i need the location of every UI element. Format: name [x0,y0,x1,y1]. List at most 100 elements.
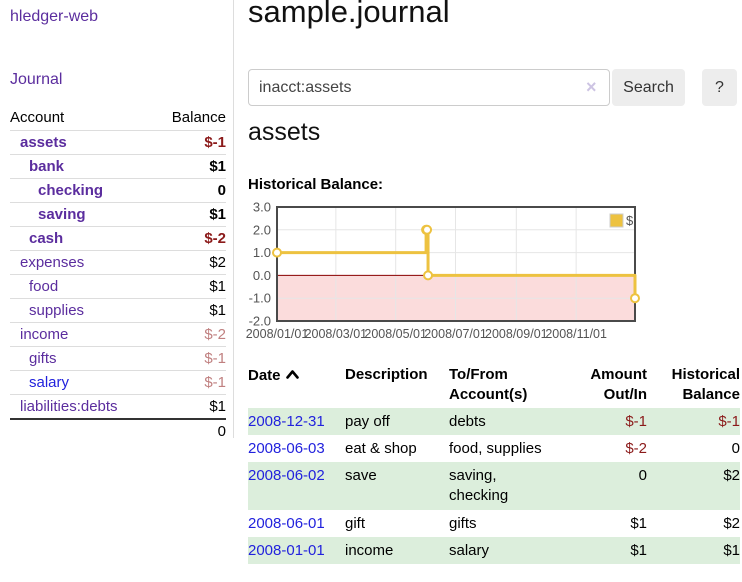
y-axis-tick-label: 1.0 [253,245,271,260]
account-row: liabilities:debts $1 [10,394,226,420]
y-axis-tick-label: 2.0 [253,222,271,237]
account-balance: $-1 [204,374,226,391]
search-button[interactable]: Search [612,69,685,106]
account-balance: $2 [209,254,226,271]
account-link-food[interactable]: food [29,278,59,295]
historical-balance-chart: 3.0 2.0 1.0 0.0 -1.0 -2.0 2008/01/01 2008/03/01… [246,200,644,345]
transaction-amount: 0 [638,467,647,484]
help-button[interactable]: ? [702,69,737,106]
search-input[interactable] [248,69,610,106]
accounts-header-balance: Balance [171,109,226,126]
transaction-accounts: gifts [449,514,477,532]
account-link-expenses[interactable]: expenses [20,254,85,271]
account-row: saving $1 [10,202,226,227]
register-row[interactable]: 2008-06-03 eat & shop food, supplies $-2 0 [248,435,740,462]
data-point-marker [272,247,282,258]
x-axis-tick-label: 2008/03/01 [305,327,368,341]
register-row[interactable]: 2008-12-31 pay off debts $-1 $-1 [248,407,740,435]
register-row[interactable]: 2008-06-01 gift gifts $1 $2 [248,510,740,537]
sort-ascending-icon [285,365,299,385]
account-link-salary[interactable]: salary [29,374,70,391]
transaction-amount: $1 [630,514,647,532]
transaction-description: income [345,541,394,559]
x-axis-tick-label: 2008/05/01 [364,327,427,341]
transaction-balance: 0 [731,439,740,457]
account-link-gifts[interactable]: gifts [29,350,57,367]
transaction-balance: $2 [723,514,740,532]
account-balance: $1 [209,158,226,175]
register-row[interactable]: 2008-01-01 income salary $1 $1 [248,536,740,564]
transaction-amount: $-2 [625,439,647,457]
sidebar-item-journal[interactable]: Journal [10,71,63,88]
account-row: checking 0 [10,178,226,203]
y-axis-tick-label: 3.0 [253,200,271,215]
account-row: gifts $-1 [10,346,226,371]
account-balance: $1 [209,302,226,319]
account-balance: $1 [209,278,226,295]
transaction-date-link[interactable]: 2008-06-01 [248,514,325,532]
data-point-marker [422,224,433,235]
account-row: assets $-1 [10,130,226,155]
accounts-total-row: 0 [10,419,226,443]
account-row: salary $-1 [10,370,226,395]
clear-search-icon[interactable]: × [586,77,597,97]
account-balance: $-2 [204,230,226,247]
account-row: bank $1 [10,154,226,179]
page-title: sample.journal [248,0,450,29]
register-row[interactable]: 2008-06-02 save saving, checking 0 $2 [248,462,740,510]
transaction-balance: $1 [723,541,740,559]
transaction-date-link[interactable]: 2008-06-02 [248,467,325,484]
plot-border [276,206,636,322]
chart-title: Historical Balance: [248,176,384,193]
register-header-description[interactable]: Description [345,366,428,383]
sidebar-divider [233,0,234,438]
register-table: Date Description To/From Account(s) Amou… [248,363,740,564]
data-point-marker [630,293,640,304]
y-axis-tick-label: -2.0 [249,314,271,329]
accounts-header-account: Account [10,109,65,126]
accounts-table: Account Balance assets $-1 bank $1 checking 0… [10,105,226,443]
data-point-marker [423,270,434,281]
app-title[interactable]: hledger-web [10,8,99,25]
x-axis-tick-label: 2008/07/01 [424,327,487,341]
account-link-bank[interactable]: bank [29,158,65,175]
x-axis-tick-label: 2008/09/01 [485,327,548,341]
account-balance: $1 [209,398,226,415]
register-header-amount[interactable]: Amount Out/In [590,366,647,404]
y-axis-tick-label: -1.0 [249,291,271,306]
account-link-income[interactable]: income [20,326,69,343]
transaction-accounts: debts [449,412,486,430]
account-link-supplies[interactable]: supplies [29,302,85,319]
account-link-assets[interactable]: assets [20,134,67,151]
transaction-amount: $-1 [625,412,647,430]
transaction-date-link[interactable]: 2008-01-01 [248,541,325,559]
account-row: supplies $1 [10,298,226,323]
transaction-date-link[interactable]: 2008-12-31 [248,412,325,430]
transaction-description: pay off [345,412,390,430]
account-row: expenses $2 [10,250,226,275]
account-balance: $-1 [204,350,226,367]
transaction-date-link[interactable]: 2008-06-03 [248,439,325,457]
register-header-accounts[interactable]: To/From Account(s) [449,366,528,404]
register-header-balance[interactable]: Historical Balance [671,366,740,404]
account-link-checking[interactable]: checking [38,182,104,199]
account-link-liabilities-debts[interactable]: liabilities:debts [20,398,118,415]
transaction-accounts: salary [449,541,490,559]
account-balance: $1 [209,206,226,223]
account-row: cash $-2 [10,226,226,251]
transaction-amount: $1 [630,541,647,559]
register-header-date[interactable]: Date [248,363,345,408]
account-row: income $-2 [10,322,226,347]
account-heading: assets [248,118,321,146]
y-axis-tick-label: 0.0 [253,268,271,283]
transaction-description: save [345,467,377,484]
transaction-balance: $2 [723,467,740,484]
accounts-total-value: 0 [217,423,226,440]
account-link-cash[interactable]: cash [29,230,64,247]
transaction-description: gift [345,514,366,532]
account-balance: $-1 [204,134,226,151]
transaction-balance: $-1 [718,412,740,430]
x-axis-tick-label: 2008/11/01 [545,327,607,341]
account-link-saving[interactable]: saving [38,206,86,223]
